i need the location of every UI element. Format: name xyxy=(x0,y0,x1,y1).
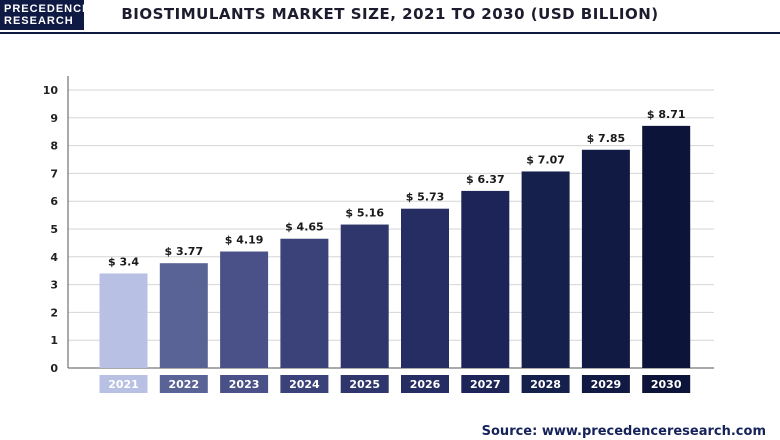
data-label-2024: $ 4.65 xyxy=(285,221,324,234)
x-tick-label-2021: 2021 xyxy=(108,378,139,391)
logo-line-1: PRECEDENCE xyxy=(4,3,91,15)
bar-chart: 0 1 2 3 4 5 6 7 8 9 10 $ 3.4 $ 3.77 $ 4.19 $ 4.65 $ 5.… xyxy=(43,76,714,393)
data-label-2023: $ 4.19 xyxy=(225,234,264,247)
bar-2022 xyxy=(159,263,208,368)
data-label-2028: $ 7.07 xyxy=(526,153,565,166)
x-tick-label-2026: 2026 xyxy=(410,378,441,391)
y-tick-label: 0 xyxy=(50,362,58,375)
x-tick-label-2022: 2022 xyxy=(168,378,199,391)
y-tick-label: 7 xyxy=(50,167,58,180)
data-label-2021: $ 3.4 xyxy=(108,255,139,268)
data-label-2022: $ 3.77 xyxy=(164,245,203,258)
bar-2030 xyxy=(642,125,691,368)
y-tick-label: 1 xyxy=(50,334,58,347)
x-tick-box-2026 xyxy=(401,375,449,393)
bar-2029 xyxy=(581,149,630,368)
source-note: Source: www.precedenceresearch.com xyxy=(481,424,766,439)
bar-2027 xyxy=(461,190,510,368)
data-label-2030: $ 8.71 xyxy=(647,108,686,121)
data-labels: $ 3.4 $ 3.77 $ 4.19 $ 4.65 $ 5.16 $ 5.73 $ 6.3… xyxy=(108,108,686,269)
x-tick-box-2024 xyxy=(280,375,329,393)
x-tick-box-2027 xyxy=(461,375,510,393)
x-tick-label-2029: 2029 xyxy=(591,378,622,391)
x-tick-label-2027: 2027 xyxy=(470,378,501,391)
x-tick-box-2030 xyxy=(642,375,691,393)
data-label-2029: $ 7.85 xyxy=(587,132,626,145)
bar-2026 xyxy=(401,208,449,368)
bars xyxy=(99,125,691,368)
y-tick-label: 4 xyxy=(50,251,58,264)
y-tick-label: 8 xyxy=(50,140,58,153)
x-tick-box-2029 xyxy=(581,375,630,393)
bar-2028 xyxy=(521,171,570,368)
bar-2025 xyxy=(340,224,389,368)
y-tick-label: 10 xyxy=(43,84,59,97)
y-tick-label: 6 xyxy=(50,195,58,208)
y-tick-label: 9 xyxy=(50,112,58,125)
x-tick-label-2030: 2030 xyxy=(651,378,682,391)
x-tick-label-2024: 2024 xyxy=(289,378,320,391)
logo-line-2: RESEARCH xyxy=(4,15,74,27)
data-label-2025: $ 5.16 xyxy=(345,207,384,220)
bar-2021 xyxy=(99,273,148,368)
x-tick-label-2025: 2025 xyxy=(349,378,380,391)
data-label-2027: $ 6.37 xyxy=(466,173,505,186)
x-tick-box-2025 xyxy=(340,375,389,393)
y-tick-label: 2 xyxy=(50,306,58,319)
chart-title: BIOSTIMULANTS MARKET SIZE, 2021 TO 2030 … xyxy=(121,5,659,23)
x-tick-box-2021 xyxy=(99,375,148,393)
x-tick-box-2023 xyxy=(220,375,269,393)
data-label-2026: $ 5.73 xyxy=(406,191,445,204)
x-tick-label-2028: 2028 xyxy=(530,378,561,391)
x-tick-box-2022 xyxy=(159,375,208,393)
chart-header: PRECEDENCE RESEARCH BIOSTIMULANTS MARKET… xyxy=(0,0,780,34)
x-tick-box-2028 xyxy=(521,375,570,393)
x-axis: 2021 2022 2023 2024 2025 2026 2027 2028 2029 2030 xyxy=(99,375,691,393)
x-tick-label-2023: 2023 xyxy=(229,378,260,391)
bar-2024 xyxy=(280,238,329,368)
y-tick-label: 5 xyxy=(50,223,58,236)
brand-logo: PRECEDENCE RESEARCH xyxy=(0,0,91,30)
y-tick-label: 3 xyxy=(50,279,58,292)
bar-2023 xyxy=(220,251,269,368)
